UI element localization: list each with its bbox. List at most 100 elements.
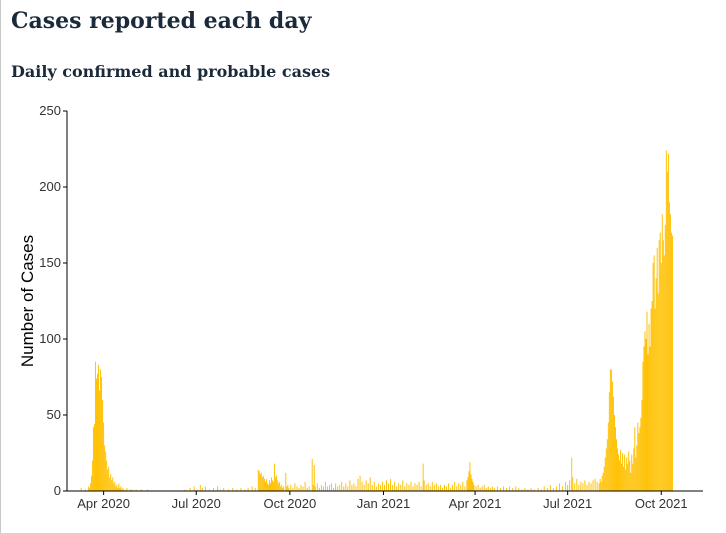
bar-2020-03-21: [91, 460, 93, 491]
bar-2021-03-20: [462, 481, 464, 491]
bar-2021-09-21: [650, 308, 652, 491]
bar-2021-08-27: [625, 469, 627, 491]
bar-2020-07-18: [213, 487, 214, 491]
bar-2020-04-10: [112, 477, 114, 491]
bar-2020-11-11: [331, 483, 333, 491]
bar-2020-10-26: [314, 486, 316, 491]
bar-2021-05-02: [506, 487, 508, 491]
bar-2021-04-08: [481, 486, 483, 491]
bar-2021-09-22: [651, 301, 653, 491]
bar-2021-07-18: [584, 480, 586, 491]
bar-2021-03-10: [452, 484, 454, 491]
bar-2021-01-22: [404, 486, 406, 491]
bar-2020-10-10: [298, 487, 300, 491]
bar-2020-10-24: [312, 484, 314, 491]
bar-2020-10-30: [318, 487, 320, 491]
bar-2020-10-08: [296, 486, 298, 491]
bar-2021-06-05: [540, 489, 542, 491]
bar-2020-09-21: [279, 481, 281, 491]
x-tick-label-2021-01-01: Jan 2021: [357, 496, 411, 511]
bar-2021-03-30: [472, 481, 474, 491]
bar-2021-08-28: [626, 457, 628, 491]
bar-2021-08-05: [602, 472, 604, 491]
bar-2021-03-24: [466, 480, 468, 491]
bar-2020-09-02: [259, 474, 261, 491]
bar-2021-03-18: [460, 484, 462, 491]
bar-2020-09-30: [288, 487, 290, 491]
bar-2021-08-02: [599, 478, 601, 491]
bar-2021-08-08: [605, 448, 607, 491]
bar-2020-03-17: [87, 486, 89, 491]
bar-2020-11-27: [347, 486, 349, 491]
bar-2021-04-12: [485, 487, 487, 491]
bar-2020-09-16: [274, 463, 276, 491]
bar-2020-09-17: [275, 477, 277, 491]
y-tick-label-250: 250: [39, 103, 61, 118]
bar-2021-05-26: [530, 487, 532, 491]
bar-2021-01-12: [394, 481, 396, 491]
bar-2020-04-03: [105, 451, 107, 491]
bar-2020-03-23: [93, 424, 95, 491]
bar-2021-10-02: [661, 214, 663, 492]
bar-2021-04-14: [487, 486, 489, 491]
bar-2021-03-28: [470, 474, 472, 491]
bar-2021-08-21: [619, 460, 621, 491]
bar-2021-08-13: [610, 369, 612, 491]
bar-2021-09-08: [637, 422, 639, 491]
bar-2020-04-20: [122, 487, 124, 491]
bar-2020-12-03: [353, 483, 355, 491]
bar-2021-07-06: [572, 477, 574, 491]
bar-2020-12-31: [381, 481, 383, 491]
bar-2021-05-14: [518, 487, 520, 491]
bar-2020-04-01: [103, 422, 105, 491]
bar-2021-07-03: [569, 480, 571, 491]
bar-2021-02-16: [429, 486, 431, 491]
bar-2020-12-07: [357, 478, 359, 491]
bar-2021-10-09: [668, 202, 670, 491]
bar-2020-11-19: [339, 484, 341, 491]
bar-2021-10-03: [662, 240, 664, 491]
bar-2020-04-17: [119, 487, 121, 491]
bar-2020-12-05: [355, 486, 357, 491]
bar-2020-08-18: [244, 489, 246, 491]
bar-2020-09-07: [264, 481, 266, 491]
bar-2021-08-29: [627, 463, 629, 491]
bar-2021-02-20: [433, 484, 435, 491]
bar-2021-03-27: [469, 462, 471, 491]
bar-2020-04-02: [104, 445, 106, 491]
bar-2021-07-01: [567, 484, 569, 491]
x-tick-label-2021-10-01: Oct 2021: [635, 496, 688, 511]
bar-2020-09-14: [272, 480, 274, 491]
bar-2020-07-10: [204, 486, 206, 491]
bar-2021-07-14: [580, 481, 582, 491]
bar-2021-01-08: [390, 478, 392, 491]
bar-2020-10-12: [300, 484, 302, 491]
bar-2021-07-30: [596, 481, 598, 491]
bar-2020-07-22: [217, 486, 219, 491]
bar-2020-09-06: [263, 478, 265, 491]
bar-2020-07-05: [199, 484, 201, 491]
x-tick-label-2020-07-01: Jul 2020: [172, 496, 221, 511]
bar-2021-09-29: [658, 240, 660, 491]
bar-2021-08-30: [628, 451, 630, 491]
bar-2021-08-07: [604, 457, 606, 491]
bar-2020-03-22: [92, 427, 94, 491]
bar-2021-09-26: [655, 278, 657, 491]
bar-2020-09-24: [282, 487, 284, 491]
bar-2021-01-02: [383, 484, 385, 491]
bar-2020-03-28: [99, 390, 101, 491]
bar-2021-04-29: [503, 486, 505, 491]
bar-2021-07-05: [571, 457, 573, 491]
bar-2020-08-28: [254, 487, 256, 491]
bar-2021-02-03: [416, 484, 418, 491]
bar-2020-03-27: [98, 364, 100, 491]
bar-2020-11-21: [341, 481, 343, 491]
bar-2021-01-14: [396, 486, 398, 491]
bar-2021-09-24: [653, 255, 655, 491]
bar-2020-04-14: [116, 484, 118, 491]
bar-2021-01-18: [400, 484, 402, 491]
bar-2020-03-25: [96, 378, 97, 491]
bar-2020-04-18: [120, 486, 122, 491]
bar-2021-08-12: [609, 369, 611, 491]
